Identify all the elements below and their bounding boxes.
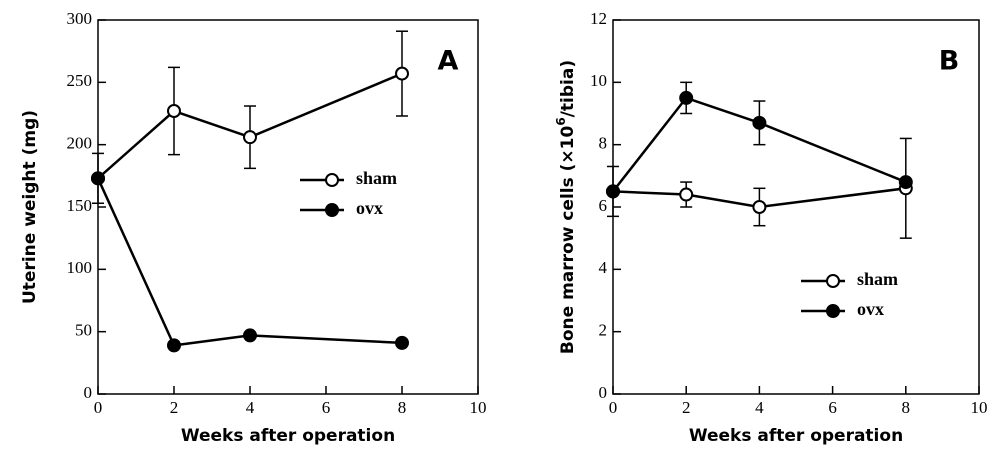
y-tick-label: 4 [599,258,608,277]
y-tick-label: 250 [67,71,93,90]
y-tick-label: 200 [67,134,93,153]
series-line [612,187,906,209]
y-axis-label: Uterine weight (mg) [20,110,40,304]
x-tick-label: 0 [94,398,103,417]
data-point [395,335,409,350]
y-tick-label: 12 [590,9,607,28]
data-point [606,184,620,199]
data-point [243,130,257,145]
y-axis-label-part: Bone marrow cells (×10 [558,126,578,355]
y-tick-label: 100 [67,258,93,277]
x-tick-label: 6 [322,398,331,417]
series-line [612,96,907,193]
y-tick-label: 6 [599,196,608,215]
data-point [395,66,409,81]
y-tick-label: 2 [599,321,608,340]
panel: 0 50 100 150 200 250 300 0 2 4 6 8 10 Weeks after ope… [20,9,487,446]
legend-marker [325,203,339,217]
legend-marker [325,173,339,187]
data-point [243,328,257,343]
data-point [679,90,694,105]
legend-marker [826,274,840,288]
legend-label: ovx [857,299,884,319]
x-tick-label: 10 [971,398,988,417]
legend-label: sham [356,168,397,188]
x-tick-label: 8 [902,398,911,417]
x-tick-label: 2 [682,398,691,417]
x-tick-label: 4 [755,398,764,417]
legend-label: ovx [356,198,383,218]
series-line [96,177,403,347]
data-point [752,115,767,130]
x-tick-label: 8 [398,398,407,417]
x-tick-label: 4 [246,398,255,417]
x-tick-label: 10 [470,398,487,417]
series-line [97,72,403,180]
x-axis-label: Weeks after operation [689,426,903,446]
panel-label: B [939,46,960,77]
x-tick-label: 0 [609,398,618,417]
data-point [167,104,181,119]
data-point [752,200,767,214]
legend-label: sham [857,269,898,289]
panel-label: A [438,46,459,77]
data-point [898,175,913,190]
y-tick-label: 150 [67,196,93,215]
data-point [91,171,105,186]
y-tick-label: 10 [590,71,607,90]
y-tick-label: 0 [84,383,93,402]
y-tick-label: 8 [599,134,608,153]
x-tick-label: 2 [170,398,179,417]
y-axis-label: Bone marrow cells (×106/tibia) [554,60,579,354]
y-axis-label-part: /tibia) [558,60,578,117]
y-tick-label: 300 [67,9,93,28]
data-point [679,187,694,202]
y-axis-label-part: 6 [554,117,568,125]
plot-frame [612,19,980,395]
data-point [167,338,181,353]
y-tick-label: 50 [75,321,92,340]
legend-marker [826,304,840,318]
y-tick-label: 0 [599,383,608,402]
x-tick-label: 6 [828,398,837,417]
x-axis-label: Weeks after operation [181,426,395,446]
panel: 0 2 4 6 8 10 12 0 2 4 6 8 10 Weeks after operation Bon… [554,9,988,446]
